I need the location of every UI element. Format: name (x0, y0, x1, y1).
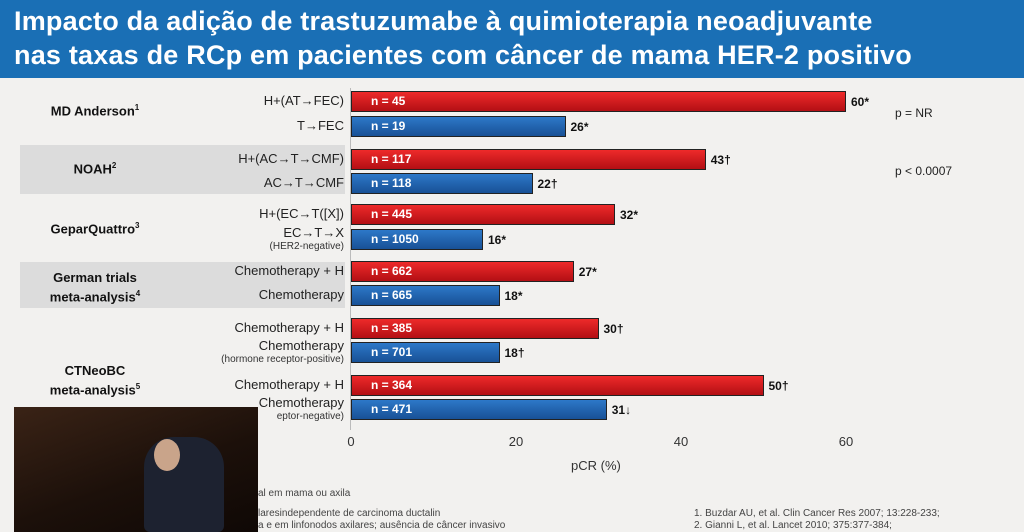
reference-2: 2. Gianni L, et al. Lancet 2010; 375:377… (694, 520, 892, 531)
bar-n-count: n = 19 (371, 119, 406, 133)
speaker-video-overlay (14, 407, 258, 532)
trial-reference-number: 4 (135, 289, 141, 298)
bar-n-count: n = 665 (371, 288, 413, 302)
arm-label: Chemotherapy (258, 287, 344, 302)
bar-n-count: n = 117 (371, 152, 412, 166)
trial-name: GeparQuattro (50, 221, 136, 237)
bar-red: n = 45 (351, 91, 846, 112)
bar-n-count: n = 471 (371, 402, 413, 416)
bar-value-label: 27* (578, 265, 597, 279)
arm-label: EC→T→X (283, 225, 344, 240)
arm-sublabel: (HER2-negative) (269, 241, 344, 252)
arm-sublabel: eptor-negative) (276, 411, 344, 422)
bar-value-label: 22† (537, 177, 558, 191)
bar-value-label: 50† (768, 379, 789, 393)
arm-label: Chemotherapy + H (234, 263, 344, 278)
trial-label: CTNeoBC meta-analysis5 (20, 363, 170, 398)
trial-reference-number: 5 (135, 382, 141, 391)
bar-value-label: 43† (710, 153, 731, 167)
reference-1: 1. Buzdar AU, et al. Clin Cancer Res 200… (694, 508, 940, 519)
bar-value-label: 26* (570, 120, 589, 134)
bar-blue: n = 19 (351, 116, 566, 137)
p-value-label: p < 0.0007 (895, 164, 953, 178)
bar-n-count: n = 118 (371, 176, 412, 190)
trial-name: MD Anderson (50, 103, 135, 119)
bar-blue: n = 118 (351, 173, 533, 194)
footnote-1: al em mama ou axila (258, 488, 351, 499)
trial-name-line-2: meta-analysis (49, 289, 136, 305)
arm-label: AC→T→CMF (263, 175, 344, 190)
arm-label: Chemotherapy (258, 395, 344, 410)
arm-label: Chemotherapy + H (234, 377, 344, 392)
trial-reference-number: 2 (111, 161, 117, 170)
x-tick-label: 60 (838, 434, 854, 449)
trial-reference-number: 1 (134, 103, 140, 112)
bar-red: n = 662 (351, 261, 574, 282)
x-tick-label: 20 (508, 434, 524, 449)
bar-n-count: n = 364 (371, 378, 413, 392)
bar-value-label: 18† (504, 346, 525, 360)
arm-label: H+(EC→T([X]) (259, 206, 344, 221)
bar-blue: n = 1050 (351, 229, 483, 250)
trial-band-german (20, 262, 345, 308)
arm-label: Chemotherapy (258, 338, 344, 353)
trial-label: MD Anderson1 (20, 100, 170, 119)
bar-n-count: n = 385 (371, 321, 413, 335)
footnote-3: a e em linfonodos axilares; ausência de … (258, 520, 506, 531)
trial-name: German trials (53, 270, 137, 285)
footnote-2: laresindependente de carcinoma ductalin (258, 508, 441, 519)
speaker-head (154, 439, 180, 471)
bar-value-label: 32* (620, 208, 639, 222)
trial-label: NOAH2 (20, 158, 170, 177)
trial-reference-number: 3 (135, 221, 140, 230)
bar-n-count: n = 45 (371, 94, 406, 108)
slide-title-line-2: nas taxas de RCp em pacientes com câncer… (14, 40, 912, 70)
trial-name: NOAH (73, 161, 112, 177)
bar-blue: n = 665 (351, 285, 500, 306)
p-value-label: p = NR (895, 106, 933, 120)
bar-value-label: 16* (488, 233, 507, 247)
trial-name: CTNeoBC (64, 363, 126, 378)
bar-red: n = 117 (351, 149, 706, 170)
trial-label: GeparQuattro3 (20, 218, 170, 237)
bar-value-label: 18* (504, 289, 523, 303)
bar-red: n = 385 (351, 318, 599, 339)
trial-label: German trials meta-analysis4 (20, 270, 170, 305)
arm-label: H+(AC→T→CMF) (238, 151, 344, 166)
x-axis-label: pCR (%) (571, 458, 621, 473)
arm-label: H+(AT→FEC) (263, 93, 344, 108)
slide-title-line-1: Impacto da adição de trastuzumabe à quim… (14, 6, 873, 36)
bar-value-label: 31↓ (611, 403, 632, 417)
arm-label: Chemotherapy + H (234, 320, 344, 335)
bar-blue: n = 471 (351, 399, 607, 420)
x-axis-zero-line (350, 88, 351, 430)
bar-n-count: n = 662 (371, 264, 413, 278)
bar-n-count: n = 445 (371, 207, 413, 221)
title-banner: Impacto da adição de trastuzumabe à quim… (0, 0, 1024, 78)
x-tick-label: 40 (673, 434, 689, 449)
bar-value-label: 30† (603, 322, 624, 336)
bar-blue: n = 701 (351, 342, 500, 363)
x-tick-label: 0 (347, 434, 355, 449)
trial-band-noah (20, 145, 345, 194)
bar-n-count: n = 701 (371, 345, 413, 359)
arm-label: T→FEC (297, 118, 344, 133)
bar-red: n = 364 (351, 375, 764, 396)
trial-name-line-2: meta-analysis (49, 382, 136, 398)
bar-value-label: 60* (851, 95, 870, 109)
bar-n-count: n = 1050 (371, 232, 419, 246)
bar-red: n = 445 (351, 204, 615, 225)
arm-sublabel: (hormone receptor-positive) (221, 354, 344, 365)
